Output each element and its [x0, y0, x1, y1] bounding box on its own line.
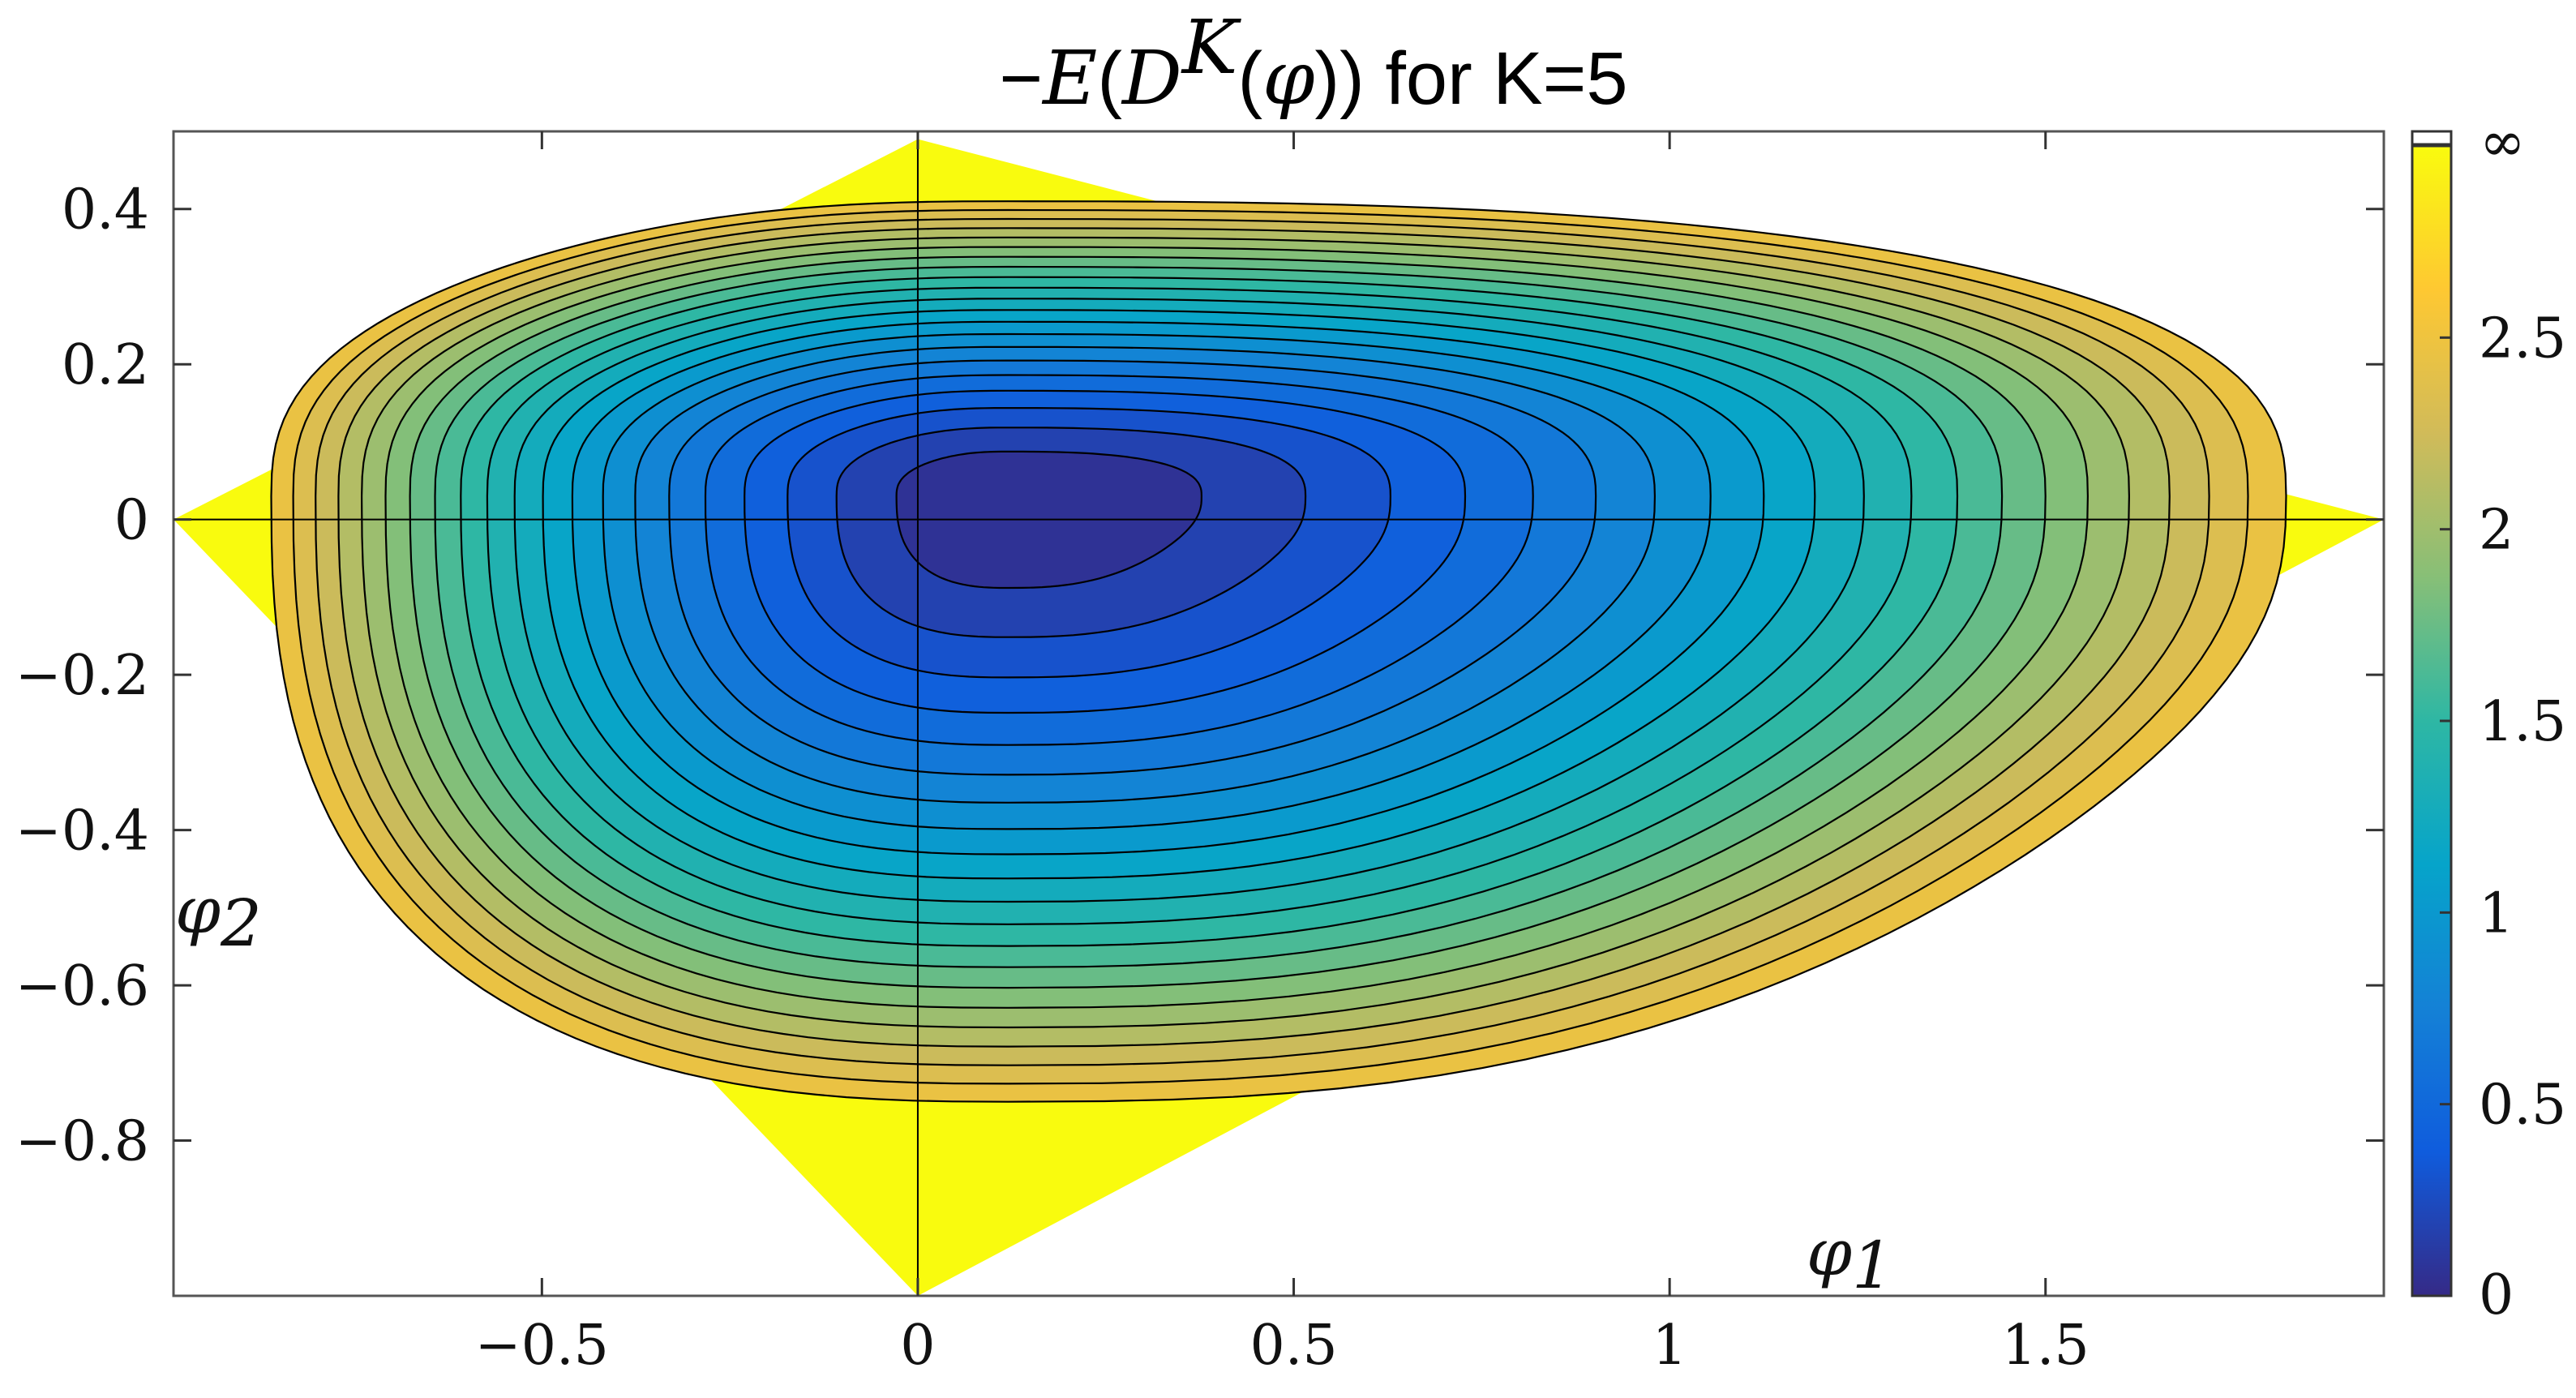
contour-line	[513, 298, 1865, 903]
contour-line	[434, 265, 2004, 968]
y-tick-label: −0.4	[15, 800, 149, 864]
colorbar-tick-label: 0.5	[2479, 1074, 2566, 1138]
contour-line	[460, 276, 1959, 947]
y-tick-label: 0	[114, 489, 149, 553]
chart-title: −E(DK(φ)) for K=5	[999, 4, 1627, 122]
contour-bands	[271, 201, 2287, 1102]
contour-line	[486, 286, 1913, 925]
contour-line	[835, 427, 1307, 638]
contour-line	[602, 332, 1712, 830]
y-tick-label: −0.8	[15, 1110, 149, 1174]
colorbar-ticks: 0 0.5 1 1.5 2 2.5	[2440, 307, 2566, 1327]
x-tick-label: 1.5	[2002, 1314, 2090, 1378]
plot-frame	[172, 130, 2385, 1297]
colorbar-tick-label: 0	[2479, 1263, 2514, 1327]
contour-line	[337, 227, 2171, 1048]
contour-line	[270, 200, 2287, 1103]
x-tick-label: 0	[900, 1314, 935, 1378]
y-tick-label: −0.6	[15, 954, 149, 1018]
contour-line	[360, 236, 2131, 1029]
y-axis-label: φ2	[175, 873, 262, 961]
y-tick-label: 0.2	[62, 333, 149, 397]
contour-line	[409, 255, 2047, 989]
contour-line	[292, 208, 2249, 1085]
x-tick-label: 1	[1652, 1314, 1687, 1378]
contour-line	[634, 345, 1657, 804]
contour-line	[542, 309, 1816, 880]
colorbar-infinity-label: ∞	[2480, 110, 2526, 174]
contour-lines	[270, 200, 2287, 1103]
y-tick-label: −0.2	[15, 644, 149, 708]
contour-line	[384, 246, 2090, 1009]
colorbar-tick-label: 1	[2479, 881, 2514, 946]
contour-line	[895, 450, 1203, 590]
y-tick-label: 0.4	[62, 178, 149, 242]
contour-line	[315, 217, 2210, 1066]
contour-line	[744, 389, 1467, 714]
contour-line	[668, 359, 1597, 776]
colorbar-tick-label: 2.5	[2479, 307, 2566, 371]
x-tick-label: −0.5	[475, 1314, 609, 1378]
contour-line	[571, 320, 1765, 856]
x-axis-label: φ1	[1807, 1215, 1893, 1303]
x-axis-ticks: −0.5 0 0.5 1 1.5	[475, 131, 2090, 1378]
y-axis-ticks: 0.4 0.2 0 −0.2 −0.4 −0.6 −0.8	[15, 178, 2384, 1174]
contour-line	[787, 407, 1392, 679]
colorbar-infinity-box	[2411, 130, 2453, 146]
contour-line	[704, 374, 1534, 746]
x-tick-label: 0.5	[1249, 1314, 1337, 1378]
colorbar-tick-label: 2	[2479, 499, 2514, 563]
colorbar-tick-label: 1.5	[2479, 690, 2566, 754]
plot-area	[174, 131, 2384, 1296]
